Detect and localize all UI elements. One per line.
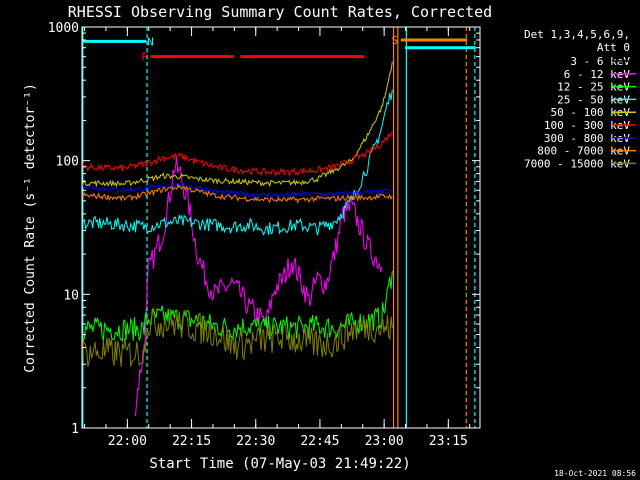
legend-entry-label: 300 - 800 keV	[544, 132, 630, 145]
x-tick-label: 22:45	[300, 434, 339, 449]
legend-entry-label: 50 - 100 keV	[551, 106, 631, 119]
y-tick-label: 1	[71, 422, 79, 437]
series-line-6-12kev	[135, 157, 383, 416]
x-tick-label: 23:00	[365, 434, 404, 449]
footer-date: 18-Oct-2021 08:56	[554, 469, 636, 478]
series-line-50-100kev	[81, 61, 393, 188]
flag-label-f: F	[141, 51, 148, 64]
y-tick-label: 100	[56, 155, 79, 170]
y-tick-label: 10	[63, 288, 79, 303]
x-axis-label: Start Time (07-May-03 21:49:22)	[149, 456, 410, 472]
series-line-100-300kev	[81, 131, 393, 177]
legend-entry-label: 12 - 25 keV	[557, 81, 630, 94]
legend-entry-label: 25 - 50 keV	[557, 93, 630, 106]
series-line-800-7000kev	[81, 182, 393, 204]
chart-title: RHESSI Observing Summary Count Rates, Co…	[68, 3, 492, 21]
legend-header-line-1: Det 1,3,4,5,6,9,	[524, 28, 630, 41]
legend-entry-label: 100 - 300 keV	[544, 119, 630, 132]
x-tick-label: 23:15	[429, 434, 468, 449]
y-axis-label: Corrected Count Rate (s⁻¹ detector⁻¹)	[23, 83, 38, 373]
x-tick-label: 22:15	[172, 434, 211, 449]
x-tick-label: 22:00	[108, 434, 147, 449]
series-line-7000-15000kev	[81, 307, 393, 367]
flag-label-n: N	[147, 35, 154, 48]
legend-header-line-2: Att 0	[597, 41, 630, 54]
legend-entry-label: 6 - 12 keV	[564, 68, 631, 81]
x-tick-label: 22:30	[236, 434, 275, 449]
flag-label-s: S	[392, 34, 399, 47]
plot-frame	[81, 26, 481, 429]
series-line-25-50kev	[81, 89, 393, 236]
legend-entry-label: 3 - 6 keV	[570, 55, 630, 68]
legend-entry-label: 7000 - 15000 keV	[524, 157, 630, 170]
series-line-300-800kev	[81, 181, 393, 199]
y-tick-label: 1000	[48, 21, 79, 36]
axes: 1 10 100 1000 22:00 22:15 22:30 22:45 23:00 23:15	[48, 21, 481, 449]
series-line-3-6kev	[150, 170, 383, 315]
legend-entry-label: 800 - 7000 keV	[537, 145, 630, 158]
plot-area: FN S	[81, 27, 476, 428]
